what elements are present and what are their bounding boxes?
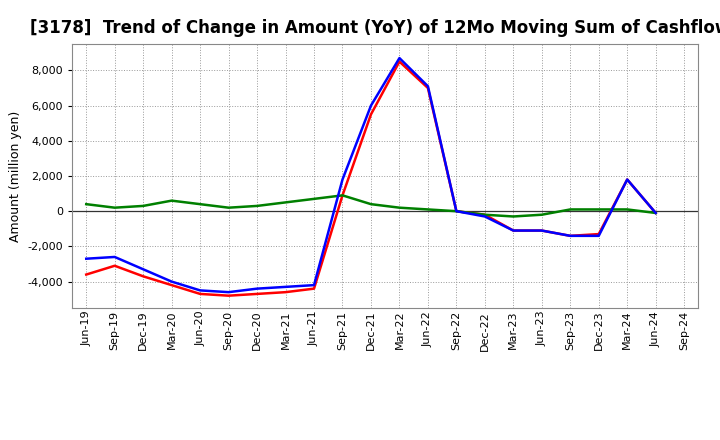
Operating Cashflow xyxy=(423,85,432,91)
Investing Cashflow xyxy=(395,205,404,210)
Investing Cashflow xyxy=(623,207,631,212)
Operating Cashflow xyxy=(595,231,603,237)
Operating Cashflow xyxy=(623,177,631,182)
Investing Cashflow xyxy=(509,214,518,219)
Investing Cashflow xyxy=(652,210,660,216)
Free Cashflow xyxy=(595,233,603,238)
Investing Cashflow xyxy=(139,203,148,209)
Investing Cashflow xyxy=(452,209,461,214)
Investing Cashflow xyxy=(167,198,176,203)
Operating Cashflow xyxy=(652,210,660,216)
Free Cashflow xyxy=(253,286,261,291)
Y-axis label: Amount (million yen): Amount (million yen) xyxy=(9,110,22,242)
Free Cashflow xyxy=(366,103,375,108)
Operating Cashflow xyxy=(82,272,91,277)
Operating Cashflow xyxy=(537,228,546,233)
Line: Operating Cashflow: Operating Cashflow xyxy=(86,62,656,296)
Free Cashflow xyxy=(537,228,546,233)
Free Cashflow xyxy=(652,210,660,216)
Operating Cashflow xyxy=(167,282,176,288)
Operating Cashflow xyxy=(480,212,489,217)
Investing Cashflow xyxy=(366,202,375,207)
Free Cashflow xyxy=(480,214,489,219)
Free Cashflow xyxy=(566,233,575,238)
Line: Investing Cashflow: Investing Cashflow xyxy=(86,195,656,216)
Investing Cashflow xyxy=(82,202,91,207)
Investing Cashflow xyxy=(110,205,119,210)
Operating Cashflow xyxy=(509,228,518,233)
Free Cashflow xyxy=(139,267,148,272)
Title: [3178]  Trend of Change in Amount (YoY) of 12Mo Moving Sum of Cashflows: [3178] Trend of Change in Amount (YoY) o… xyxy=(30,19,720,37)
Investing Cashflow xyxy=(480,212,489,217)
Operating Cashflow xyxy=(253,291,261,297)
Operating Cashflow xyxy=(139,274,148,279)
Free Cashflow xyxy=(452,209,461,214)
Investing Cashflow xyxy=(423,207,432,212)
Investing Cashflow xyxy=(537,212,546,217)
Operating Cashflow xyxy=(310,286,318,291)
Free Cashflow xyxy=(196,288,204,293)
Free Cashflow xyxy=(82,256,91,261)
Investing Cashflow xyxy=(282,200,290,205)
Investing Cashflow xyxy=(595,207,603,212)
Free Cashflow xyxy=(338,177,347,182)
Operating Cashflow xyxy=(395,59,404,64)
Operating Cashflow xyxy=(282,290,290,295)
Investing Cashflow xyxy=(310,196,318,202)
Operating Cashflow xyxy=(225,293,233,298)
Free Cashflow xyxy=(225,290,233,295)
Free Cashflow xyxy=(310,282,318,288)
Operating Cashflow xyxy=(366,112,375,117)
Operating Cashflow xyxy=(338,193,347,198)
Investing Cashflow xyxy=(566,207,575,212)
Operating Cashflow xyxy=(452,209,461,214)
Investing Cashflow xyxy=(196,202,204,207)
Free Cashflow xyxy=(110,254,119,260)
Investing Cashflow xyxy=(338,193,347,198)
Free Cashflow xyxy=(623,177,631,182)
Operating Cashflow xyxy=(566,233,575,238)
Line: Free Cashflow: Free Cashflow xyxy=(86,58,656,292)
Free Cashflow xyxy=(395,55,404,61)
Free Cashflow xyxy=(282,284,290,290)
Operating Cashflow xyxy=(196,291,204,297)
Investing Cashflow xyxy=(225,205,233,210)
Operating Cashflow xyxy=(110,263,119,268)
Free Cashflow xyxy=(167,279,176,284)
Investing Cashflow xyxy=(253,203,261,209)
Free Cashflow xyxy=(423,84,432,89)
Free Cashflow xyxy=(509,228,518,233)
